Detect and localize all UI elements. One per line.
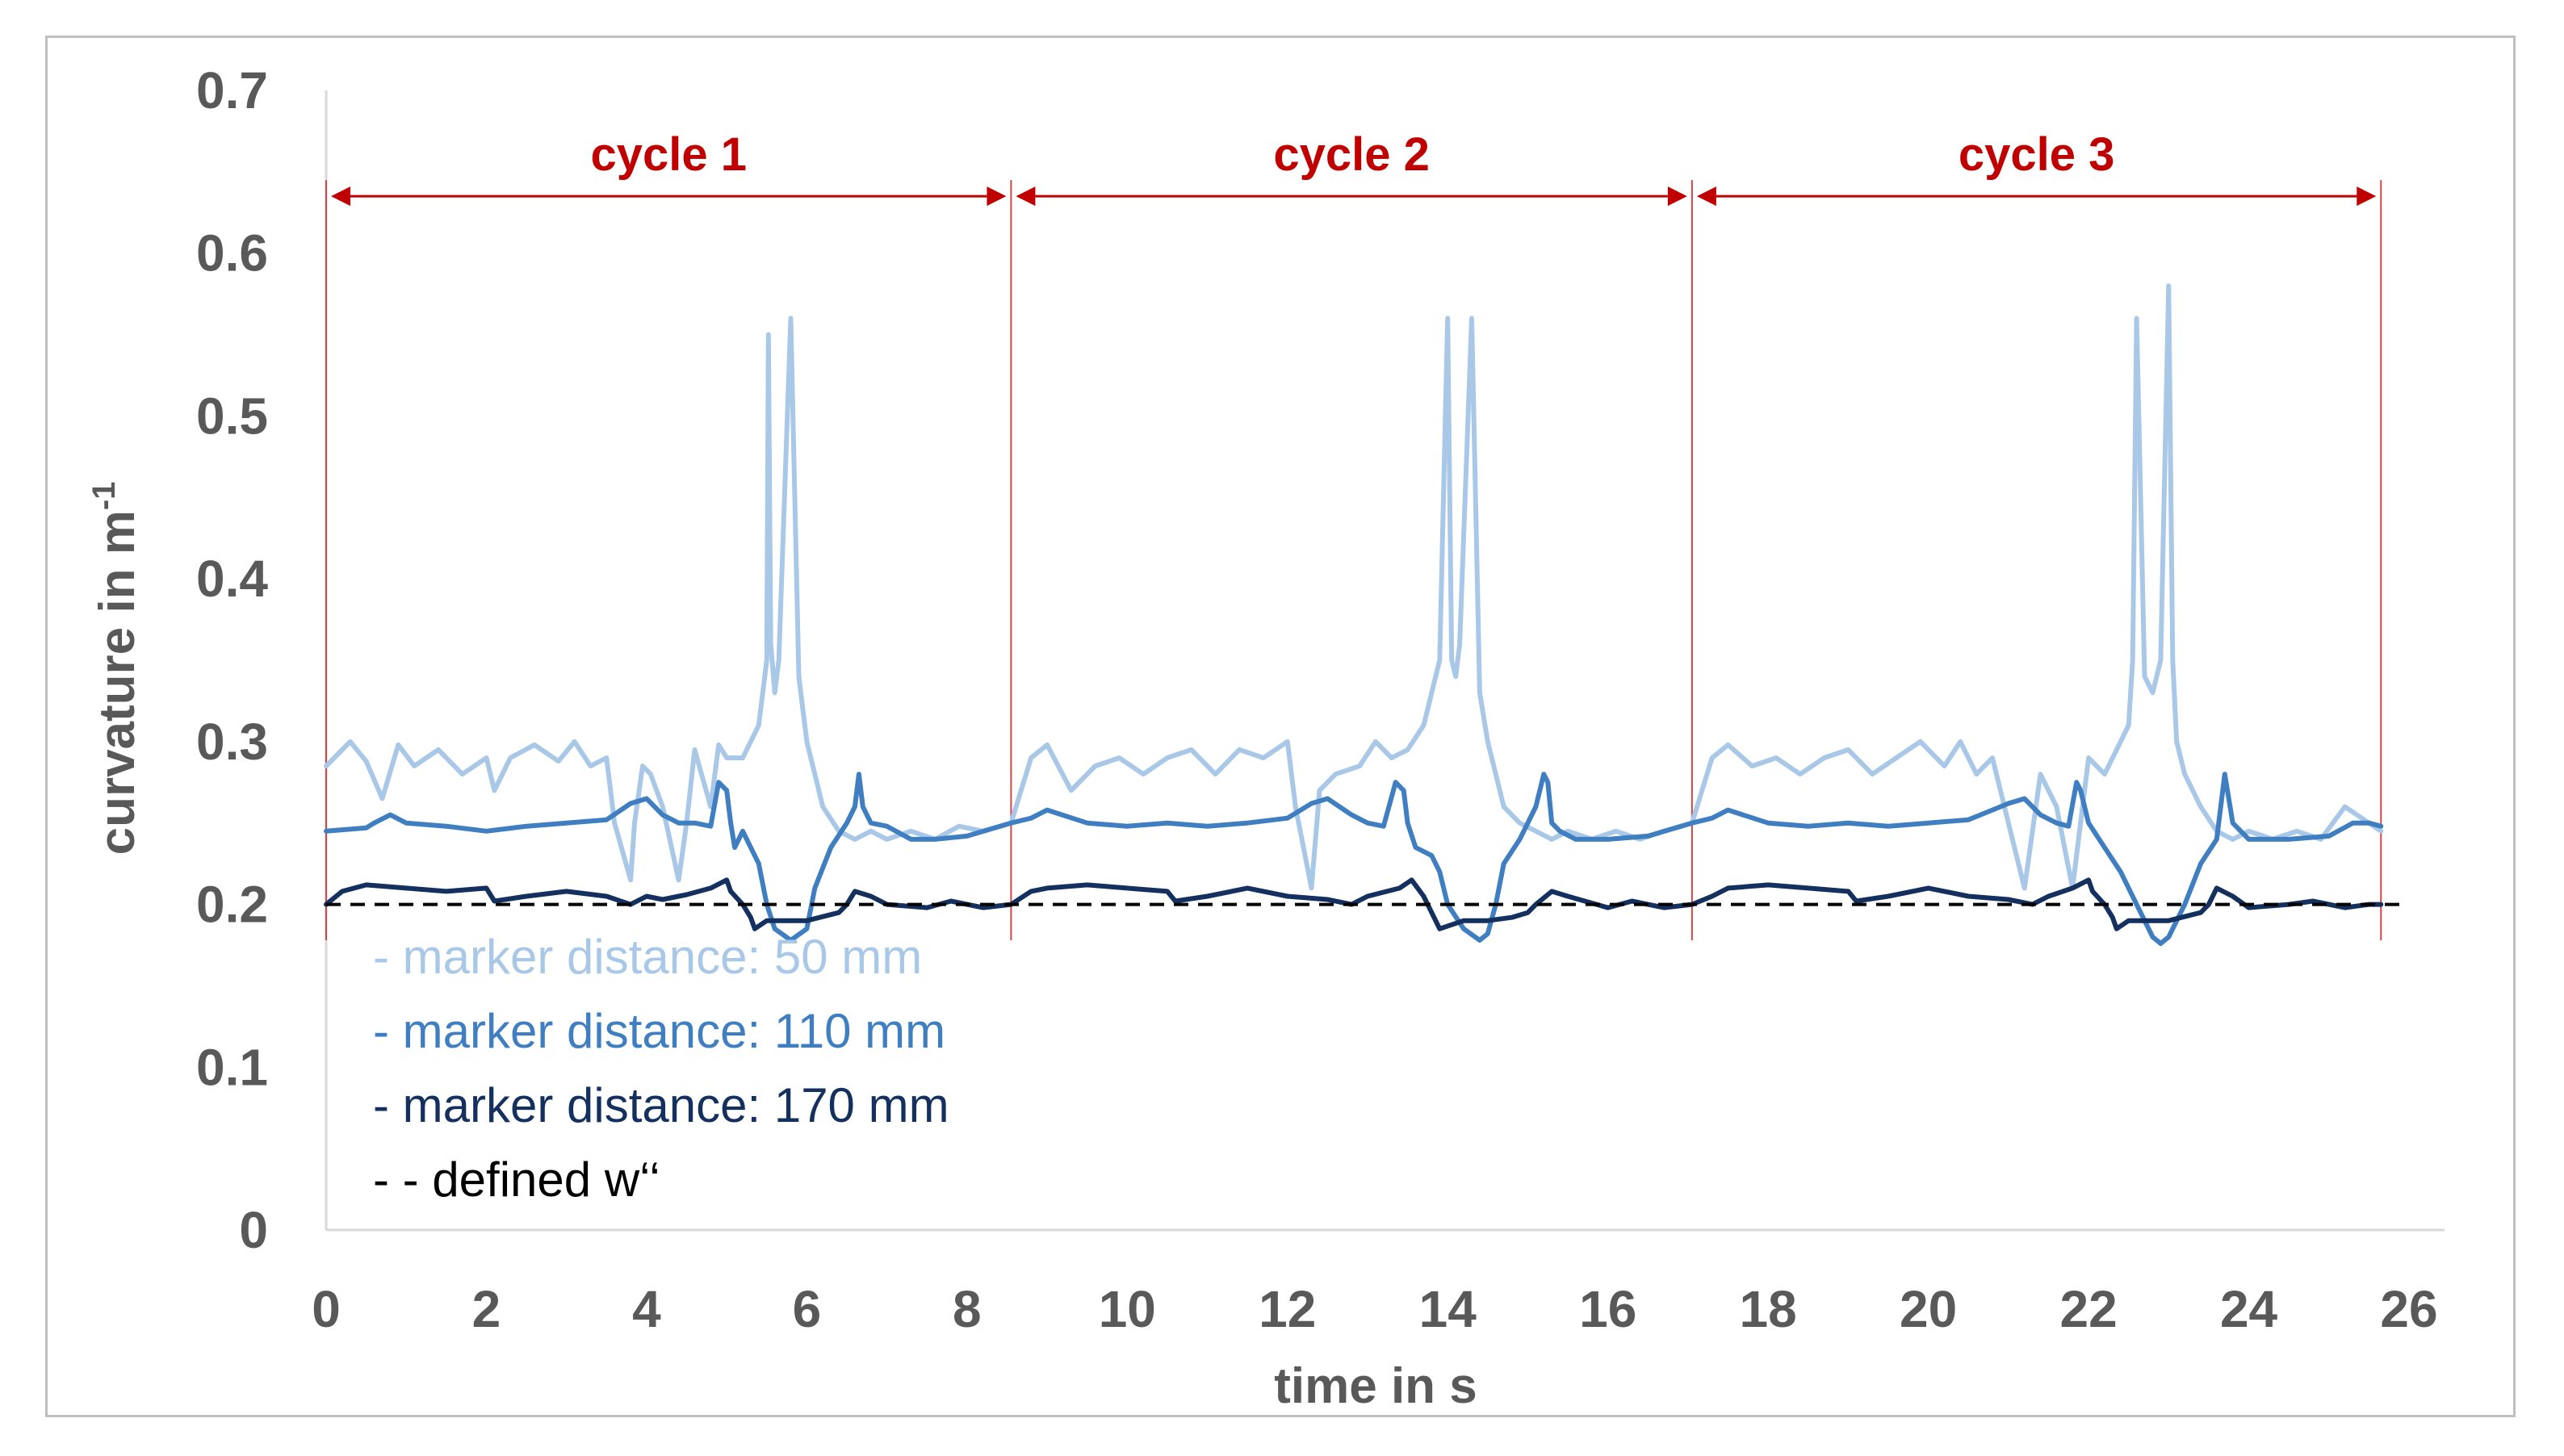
x-tick-label: 24 (2220, 1280, 2278, 1338)
legend-entry: - marker distance: 110 mm (373, 1004, 945, 1058)
axes-layer (325, 90, 2445, 1232)
x-tick-label: 8 (953, 1280, 982, 1338)
legend-label: defined w‘‘ (432, 1153, 660, 1207)
cycle-label: cycle 1 (590, 128, 747, 181)
legend-entry: - - defined w‘‘ (373, 1153, 660, 1207)
y-tick-label: 0.3 (196, 713, 268, 771)
x-tick-label: 18 (1740, 1280, 1797, 1338)
x-tick-label: 4 (632, 1280, 661, 1338)
series-line (324, 283, 2384, 891)
y-tick-label: 0.5 (196, 387, 268, 445)
y-axis-title-text: curvature in m (90, 510, 145, 855)
legend-entry: - marker distance: 50 mm (373, 930, 922, 984)
y-tick-label: 0.7 (196, 61, 268, 119)
legend-marker: - (373, 1078, 403, 1132)
legend-marker: - (373, 930, 403, 984)
y-tick-label: 0.1 (196, 1038, 268, 1096)
series-line (324, 772, 2384, 946)
x-tick-label: 22 (2059, 1280, 2117, 1338)
y-axis-title-superscript: -1 (86, 482, 122, 511)
x-tick-label: 0 (312, 1280, 341, 1338)
legend-marker: - - (373, 1153, 432, 1207)
cycle-arrow-head-left (331, 186, 350, 207)
x-tick-label: 26 (2380, 1280, 2437, 1338)
x-tick-label: 10 (1099, 1280, 1156, 1338)
legend-marker: - (373, 1004, 403, 1058)
cycle-arrow-head-right (1667, 186, 1687, 207)
x-tick-label: 6 (793, 1280, 822, 1338)
legend-label: marker distance: 110 mm (403, 1004, 945, 1058)
cycle-label: cycle 3 (1959, 128, 2115, 181)
cycle-arrow-head-right (2357, 186, 2377, 207)
x-tick-label: 16 (1579, 1280, 1636, 1338)
legend-label: marker distance: 50 mm (403, 930, 923, 984)
chart-frame (45, 36, 2516, 1417)
cycle-arrow-head-left (1016, 186, 1036, 207)
x-tick-label: 12 (1259, 1280, 1316, 1338)
series-layer (324, 283, 2409, 946)
x-tick-label: 2 (472, 1280, 501, 1338)
y-tick-label: 0.4 (196, 550, 268, 608)
x-tick-label: 14 (1419, 1280, 1477, 1338)
y-tick-label: 0 (239, 1201, 268, 1259)
cycle-arrow-head-left (1696, 186, 1716, 207)
legend-entry: - marker distance: 170 mm (373, 1078, 949, 1132)
y-axis-title: curvature in m-1 (86, 482, 145, 856)
x-axis-title: time in s (1274, 1358, 1477, 1414)
cycles-layer: cycle 1 cycle 2 cycle 3 (325, 128, 2382, 940)
cycle-arrow-head-right (987, 186, 1007, 207)
legend: - marker distance: 50 mm- marker distanc… (373, 930, 949, 1207)
ticks-layer: 0 2 4 6 8 10 12 14 16 18 20 22 24 2600.10.20.30.40.50… (196, 61, 2438, 1338)
y-tick-label: 0.2 (196, 876, 268, 934)
cycle-label: cycle 2 (1273, 128, 1430, 181)
legend-label: marker distance: 170 mm (403, 1078, 949, 1132)
x-tick-label: 20 (1900, 1280, 1957, 1338)
y-tick-label: 0.6 (196, 224, 268, 282)
